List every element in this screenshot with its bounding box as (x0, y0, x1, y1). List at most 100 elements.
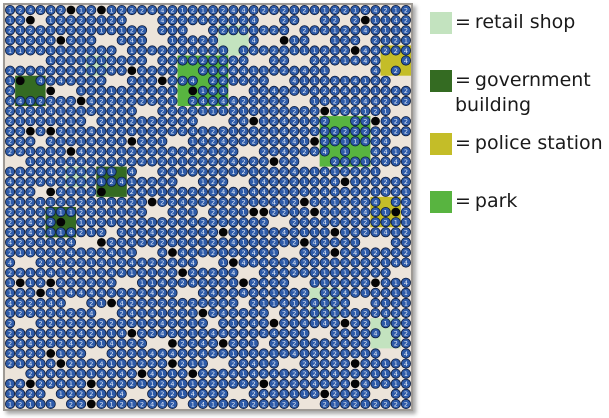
agent-token: 2 (339, 247, 351, 258)
agent-token: 2 (126, 318, 137, 329)
svg-text:2: 2 (312, 340, 316, 348)
agent-token: 4 (96, 287, 107, 298)
agent-token: 2 (370, 35, 381, 46)
svg-text:1: 1 (333, 47, 337, 55)
agent-token: 2 (157, 196, 168, 208)
svg-text:1: 1 (140, 279, 144, 287)
agent-token: 2 (45, 65, 56, 76)
svg-text:2: 2 (69, 16, 73, 24)
agent-token: 2 (289, 398, 300, 409)
svg-text:2: 2 (79, 117, 83, 125)
svg-text:2: 2 (262, 198, 266, 206)
agent-token: 2 (208, 55, 219, 66)
svg-text:4: 4 (373, 148, 377, 156)
agent-token: 2 (167, 297, 178, 309)
agent-token: 2 (5, 348, 16, 359)
agent-token: 2 (126, 217, 137, 228)
svg-text:4: 4 (120, 390, 124, 398)
agent-token: 4 (116, 136, 127, 147)
agent-token: 4 (126, 106, 137, 117)
svg-text:2: 2 (120, 218, 124, 226)
svg-text:1: 1 (38, 400, 42, 408)
agent-token: 1 (5, 398, 16, 409)
svg-text:4: 4 (343, 330, 347, 338)
agent-token: 2 (360, 368, 371, 379)
obstacle (15, 76, 25, 86)
svg-text:2: 2 (79, 128, 83, 136)
svg-text:2: 2 (120, 269, 124, 277)
agent-token: 2 (65, 307, 77, 319)
svg-text:2: 2 (272, 390, 276, 398)
agent-token: 4 (157, 247, 168, 258)
svg-text:2: 2 (211, 97, 215, 105)
agent-token: 2 (167, 75, 178, 86)
agent-token: 2 (76, 45, 87, 56)
svg-text:4: 4 (150, 400, 154, 408)
agent-token: 2 (319, 348, 330, 359)
agent-token: 2 (208, 126, 219, 137)
agent-token: 2 (238, 55, 249, 66)
svg-text:1: 1 (373, 188, 377, 196)
svg-text:2: 2 (160, 47, 164, 55)
svg-text:4: 4 (221, 309, 225, 317)
agent-token: 1 (35, 35, 46, 46)
agent-token: 1 (248, 176, 259, 187)
agent-token: 1 (197, 106, 208, 117)
svg-text:4: 4 (363, 380, 367, 388)
svg-text:2: 2 (110, 107, 114, 115)
svg-text:2: 2 (333, 16, 337, 24)
obstacle (350, 359, 360, 368)
obstacle (269, 157, 279, 166)
agent-token: 1 (309, 166, 320, 177)
svg-text:4: 4 (312, 380, 316, 388)
agent-token: 1 (299, 116, 310, 127)
agent-token: 4 (289, 75, 300, 86)
svg-text:2: 2 (241, 168, 245, 176)
svg-text:2: 2 (160, 148, 164, 156)
agent-token: 4 (25, 338, 36, 349)
svg-text:2: 2 (140, 289, 144, 297)
svg-text:2: 2 (353, 390, 357, 398)
svg-text:2: 2 (211, 299, 215, 307)
agent-token: 4 (187, 35, 198, 46)
agent-token: 2 (187, 95, 198, 106)
svg-text:2: 2 (99, 67, 103, 75)
agent-token: 4 (136, 85, 148, 96)
agent-token: 2 (248, 156, 259, 167)
svg-text:1: 1 (231, 27, 235, 35)
svg-text:4: 4 (373, 57, 377, 65)
svg-text:1: 1 (221, 400, 225, 408)
svg-text:2: 2 (363, 198, 367, 206)
svg-text:4: 4 (69, 249, 73, 257)
agent-token: 2 (96, 207, 107, 218)
svg-text:2: 2 (28, 299, 32, 307)
agent-token: 2 (228, 106, 239, 117)
svg-text:2: 2 (241, 309, 245, 317)
agent-token: 4 (299, 378, 310, 389)
agent-token: 2 (309, 176, 320, 187)
svg-text:2: 2 (170, 178, 174, 186)
svg-text:4: 4 (353, 249, 357, 257)
agent-token: 2 (15, 287, 26, 298)
agent-token: 2 (177, 307, 188, 319)
svg-text:4: 4 (404, 279, 408, 287)
agent-token: 2 (86, 338, 97, 349)
svg-text:2: 2 (262, 27, 266, 35)
agent-token: 2 (400, 146, 411, 157)
agent-token: 4 (228, 65, 239, 76)
agent-token: 2 (268, 237, 280, 248)
agent-token: 2 (299, 297, 310, 309)
svg-text:2: 2 (394, 47, 398, 55)
svg-text:2: 2 (333, 319, 337, 327)
agent-token: 2 (197, 328, 208, 339)
svg-text:2: 2 (110, 158, 114, 166)
agent-token: 4 (218, 65, 229, 76)
svg-text:2: 2 (272, 360, 276, 368)
agent-token: 2 (248, 95, 259, 106)
svg-text:4: 4 (160, 67, 164, 75)
agent-token: 1 (248, 85, 259, 96)
agent-token: 1 (136, 318, 148, 329)
agent-token: 1 (339, 388, 351, 399)
agent-token: 2 (350, 338, 361, 349)
agent-token: 2 (319, 237, 330, 248)
